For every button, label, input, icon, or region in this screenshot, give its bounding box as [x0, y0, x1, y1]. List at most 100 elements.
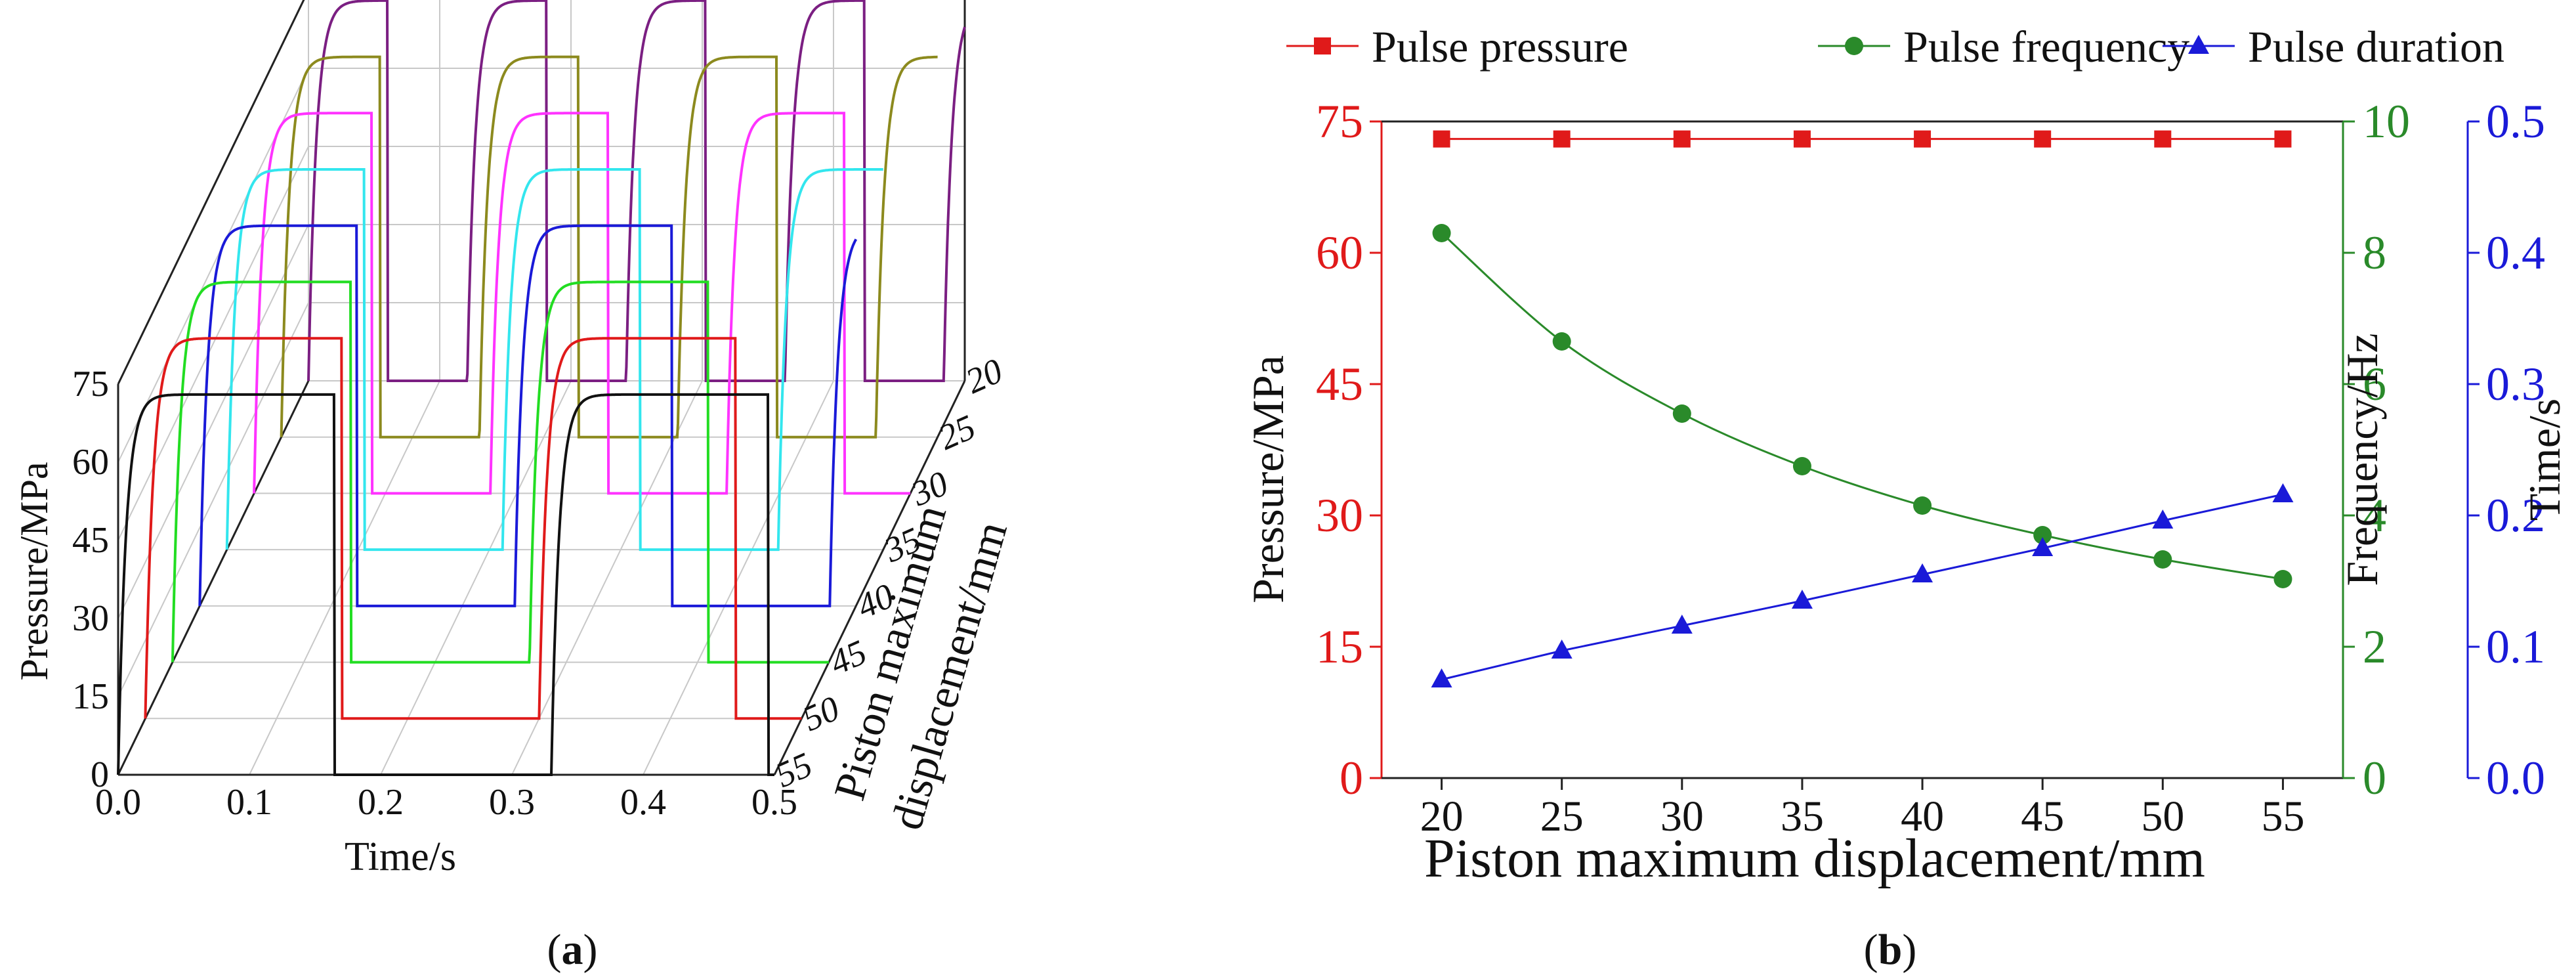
panel-b-caption: (b) — [1864, 926, 1917, 974]
pressure-pulse-series-30mm — [253, 112, 911, 495]
time-tick-label: 0.5 — [2486, 95, 2545, 148]
panel-a-caption-letter: a — [562, 926, 583, 974]
pulse-duration-point — [1551, 640, 1573, 659]
legend-marker-pulse-frequency — [1845, 37, 1863, 55]
legend-label-pulse-duration: Pulse duration — [2248, 22, 2504, 72]
left-tick-label: 0 — [1340, 752, 1363, 804]
frequency-tick-label: 8 — [2363, 227, 2386, 279]
pulse-pressure-point — [2154, 130, 2172, 148]
floor-grid-line-time — [380, 380, 572, 775]
x-tick-label: 50 — [2141, 792, 2184, 840]
axis-frame-edge — [117, 380, 310, 775]
x-tick-label: 0.0 — [95, 782, 141, 823]
panel-a-caption-open: ( — [547, 926, 562, 974]
z-tick-label: 20 — [960, 351, 1008, 401]
pressure-pulse-series-55mm — [117, 393, 774, 776]
time-tick-label: 0.0 — [2486, 752, 2545, 804]
time-tick-label: 0.1 — [2486, 620, 2545, 673]
pulse-duration-point — [2272, 483, 2294, 502]
panel-b-x-axis-label: Piston maximum displacement/mm — [1424, 828, 2205, 889]
pulse-frequency-point — [2153, 550, 2172, 569]
panel-a-y-axis-label: Pressure/MPa — [12, 462, 56, 680]
x-tick-label: 0.5 — [751, 782, 797, 823]
frequency-tick-label: 2 — [2363, 620, 2386, 673]
z-tick-label: 50 — [797, 688, 845, 739]
floor-grid-line-time — [249, 380, 440, 775]
pressure-pulse-series-20mm — [307, 0, 966, 382]
pulse-pressure-point — [1433, 130, 1450, 148]
x-tick-label: 20 — [1420, 792, 1464, 840]
time-tick-label: 0.4 — [2486, 227, 2545, 279]
x-tick-label: 0.2 — [358, 782, 404, 823]
frequency-tick-label: 0 — [2363, 752, 2386, 804]
pulse-pressure-point — [1553, 130, 1571, 148]
pulse-frequency-point — [1432, 224, 1451, 242]
pulse-pressure-point — [2034, 130, 2052, 148]
x-tick-label: 30 — [1660, 792, 1704, 840]
x-tick-label: 0.1 — [226, 782, 272, 823]
axis-frame-edge — [773, 380, 966, 775]
pulse-frequency-point — [2033, 526, 2052, 544]
pulse-pressure-point — [2274, 130, 2292, 148]
y-tick-label: 0 — [91, 754, 109, 795]
panel-b-time-axis-label: Time/s — [2520, 399, 2569, 521]
pulse-duration-point — [2032, 537, 2054, 556]
pulse-duration-line — [1441, 493, 2283, 681]
panel-b-frequency-axis-label: Frequency/Hz — [2337, 333, 2387, 586]
x-tick-label: 40 — [1901, 792, 1944, 840]
z-tick-label: 25 — [933, 407, 981, 458]
x-tick-label: 55 — [2261, 792, 2304, 840]
side-wall-grid-line-pressure — [117, 302, 309, 697]
left-tick-label: 45 — [1316, 358, 1363, 410]
x-tick-label: 25 — [1540, 792, 1584, 840]
x-tick-label: 0.4 — [620, 782, 666, 823]
legend-label-pulse-frequency: Pulse frequency — [1903, 22, 2189, 72]
x-tick-label: 45 — [2021, 792, 2064, 840]
pulse-pressure-point — [1793, 130, 1811, 148]
pulse-frequency-point — [1792, 457, 1811, 475]
frequency-tick-label: 6 — [2363, 358, 2386, 410]
y-tick-label: 75 — [72, 364, 109, 404]
panel-b-axes: 20 25 30 35 40 45 50 55 0 15 30 45 60 75 0 2 4 6 8 10 0.0 0.1… — [1316, 95, 2545, 840]
panel-b-series-group — [1431, 130, 2294, 687]
pressure-pulse-series-50mm — [144, 337, 802, 720]
panel-a-x-axis-label: Time/s — [345, 835, 456, 879]
legend-label-pulse-pressure: Pulse pressure — [1372, 22, 1628, 72]
pulse-frequency-point — [1913, 496, 1932, 515]
y-tick-label: 30 — [72, 598, 109, 639]
pulse-pressure-point — [1914, 130, 1932, 148]
y-tick-label: 60 — [72, 442, 109, 483]
pulse-frequency-point — [1672, 404, 1691, 423]
frequency-tick-label: 10 — [2363, 95, 2410, 148]
y-tick-label: 15 — [72, 676, 109, 717]
time-tick-label: 0.3 — [2486, 358, 2545, 410]
panel-b-legend: Pulse pressure Pulse frequency Pulse durat… — [1286, 22, 2504, 72]
side-wall-grid-line-pressure — [117, 146, 309, 541]
pulse-frequency-point — [1552, 332, 1571, 351]
frequency-tick-label: 4 — [2363, 489, 2386, 542]
panel-b-caption-close: ) — [1902, 926, 1916, 974]
panel-b-left-axis-label: Pressure/MPa — [1243, 355, 1293, 603]
left-tick-label: 60 — [1316, 227, 1363, 279]
y-tick-label: 45 — [72, 520, 109, 561]
legend-marker-pulse-pressure — [1314, 37, 1331, 54]
pressure-pulse-series-40mm — [198, 224, 858, 607]
floor-grid-line-time — [643, 380, 834, 775]
panel-b-line-chart: Pulse pressure Pulse frequency Pulse durat… — [1243, 22, 2569, 974]
panel-a-caption: (a) — [547, 926, 598, 974]
left-tick-label: 15 — [1316, 620, 1363, 673]
pressure-pulse-series-35mm — [225, 168, 883, 552]
panel-b-caption-letter: b — [1878, 926, 1903, 974]
left-tick-label: 30 — [1316, 489, 1363, 542]
pulse-duration-point — [1791, 590, 1813, 609]
panel-a-series-group — [117, 0, 966, 776]
pulse-pressure-point — [1673, 130, 1691, 148]
pulse-duration-point — [1912, 563, 1933, 582]
time-tick-label: 0.2 — [2486, 489, 2545, 542]
x-tick-label: 35 — [1781, 792, 1824, 840]
panel-b-caption-open: ( — [1864, 926, 1878, 974]
x-tick-label: 0.3 — [489, 782, 535, 823]
pulse-duration-point — [2152, 510, 2174, 529]
